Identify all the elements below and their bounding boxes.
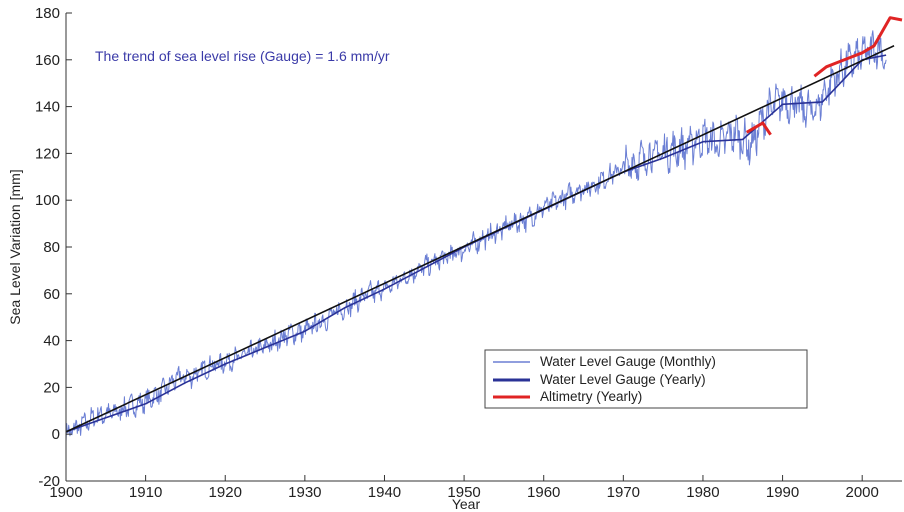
y-axis-title: Sea Level Variation [mm] xyxy=(7,169,23,324)
annotation-text: The trend of sea level rise (Gauge) = 1.… xyxy=(95,48,390,64)
y-tick-label: 160 xyxy=(35,52,60,69)
plot-area xyxy=(66,13,902,481)
series-line-altimetry-1 xyxy=(745,121,772,136)
y-tick-label: 120 xyxy=(35,145,60,162)
legend-label-monthly: Water Level Gauge (Monthly) xyxy=(540,354,716,369)
x-tick-label: 1920 xyxy=(209,484,242,501)
series-group xyxy=(65,16,903,442)
x-tick-label: 1930 xyxy=(288,484,321,501)
legend: Water Level Gauge (Monthly) Water Level … xyxy=(484,349,808,409)
x-tick-label: 1940 xyxy=(368,484,401,501)
y-tick-label: 100 xyxy=(35,192,60,209)
legend-label-yearly: Water Level Gauge (Yearly) xyxy=(540,372,706,387)
series-line-altimetry-2 xyxy=(813,16,903,78)
x-axis-title: Year xyxy=(452,496,481,512)
y-tick-label: 80 xyxy=(43,239,60,256)
x-tick-label: 1960 xyxy=(527,484,560,501)
y-tick-label: 40 xyxy=(43,333,60,350)
y-tick-label: 0 xyxy=(52,426,60,443)
legend-label-altimetry: Altimetry (Yearly) xyxy=(540,389,642,404)
trend-line xyxy=(65,45,895,433)
x-tick-label: 1970 xyxy=(607,484,640,501)
y-tick-label: 180 xyxy=(35,5,60,22)
series-line-monthly xyxy=(65,30,887,442)
axes-group: 1900 1910 1920 1930 1940 1950 1960 1970 1980 1990… xyxy=(35,5,902,501)
y-tick-label: -20 xyxy=(38,473,60,490)
y-tick-label: 60 xyxy=(43,286,60,303)
x-tick-label: 1900 xyxy=(49,484,82,501)
legend-box xyxy=(484,349,808,409)
y-tick-label: 20 xyxy=(43,379,60,396)
x-tick-label: 1910 xyxy=(129,484,162,501)
y-tick-label: 140 xyxy=(35,99,60,116)
x-tick-label: 1990 xyxy=(766,484,799,501)
x-tick-label: 2000 xyxy=(846,484,879,501)
x-tick-label: 1980 xyxy=(686,484,719,501)
x-tick-label: 1950 xyxy=(447,484,480,501)
